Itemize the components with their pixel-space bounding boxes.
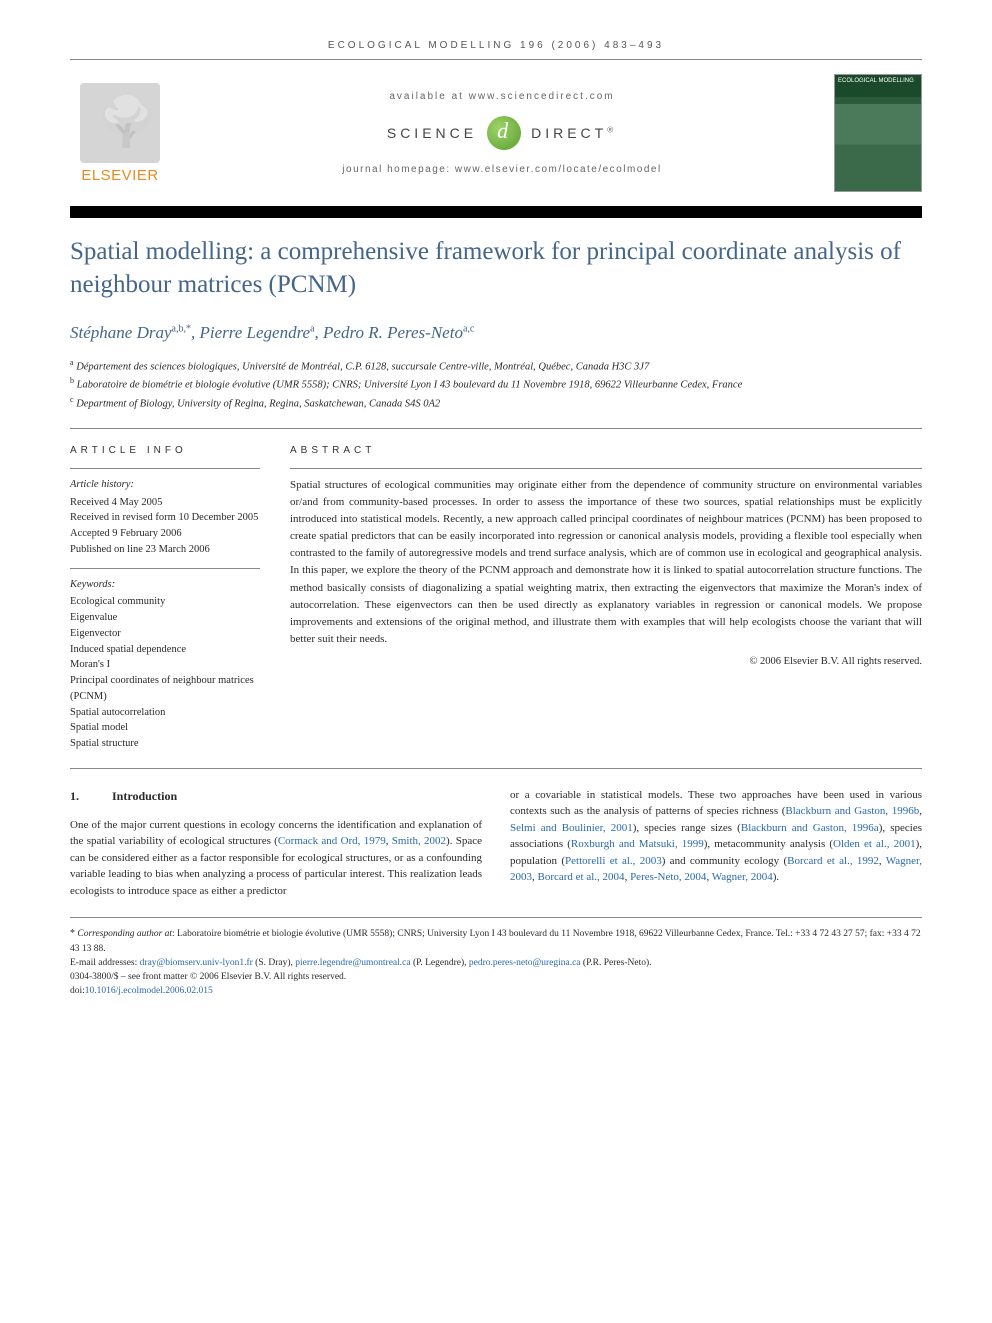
keyword-item: Eigenvalue [70, 610, 260, 626]
issn-copyright: 0304-3800/$ – see front matter © 2006 El… [70, 970, 922, 984]
keyword-item: Eigenvector [70, 626, 260, 642]
info-rule [70, 568, 260, 569]
sciencedirect-logo: SCIENCE DIRECT® [387, 116, 617, 150]
body-columns: 1.Introduction One of the major current … [70, 787, 922, 900]
author-3: Pedro R. Peres-Neto [323, 323, 463, 342]
author-1-affil: a,b,* [172, 323, 191, 334]
sd-text-right: DIRECT® [531, 125, 617, 141]
keyword-item: Induced spatial dependence [70, 642, 260, 658]
journal-cover-thumb: ECOLOGICAL MODELLING [834, 74, 922, 192]
section-1-head: 1.Introduction [70, 787, 482, 805]
abstract-head: ABSTRACT [290, 443, 922, 459]
citation-link[interactable]: Roxburgh and Matsuki, 1999 [571, 838, 704, 850]
abstract-column: ABSTRACT Spatial structures of ecologica… [290, 443, 922, 752]
citation-link[interactable]: Selmi and Boulinier, 2001 [510, 822, 633, 834]
citation-link[interactable]: Blackburn and Gaston, 1996a [741, 822, 879, 834]
body-column-right: or a covariable in statistical models. T… [510, 787, 922, 900]
meta-row: ARTICLE INFO Article history: Received 4… [70, 443, 922, 752]
affiliation-c: c Department of Biology, University of R… [70, 394, 922, 412]
info-rule [70, 468, 260, 469]
keyword-item: Moran's I [70, 657, 260, 673]
header-row: ELSEVIER available at www.sciencedirect.… [70, 74, 922, 192]
article-info-column: ARTICLE INFO Article history: Received 4… [70, 443, 260, 752]
author-2-affil: a [310, 323, 314, 334]
elsevier-wordmark: ELSEVIER [70, 167, 170, 184]
history-head: Article history: [70, 477, 260, 493]
journal-homepage: journal homepage: www.elsevier.com/locat… [190, 164, 814, 175]
email-addresses: E-mail addresses: dray@biomserv.univ-lyo… [70, 956, 922, 970]
abstract-rule [290, 468, 922, 469]
running-head: ECOLOGICAL MODELLING 196 (2006) 483–493 [70, 40, 922, 51]
author-list: Stéphane Draya,b,*, Pierre Legendrea, Pe… [70, 323, 922, 343]
keywords-head: Keywords: [70, 577, 260, 593]
black-separator-bar [70, 206, 922, 218]
citation-link[interactable]: Olden et al., 2001 [833, 838, 916, 850]
meta-rule-top [70, 428, 922, 429]
author-3-affil: a,c [463, 323, 474, 334]
sd-orb-icon [487, 116, 521, 150]
citation-link[interactable]: Blackburn and Gaston, 1996b [785, 805, 919, 817]
citation-link[interactable]: Pettorelli et al., 2003 [565, 855, 662, 867]
citation-link[interactable]: Cormack and Ord, 1979 [278, 835, 386, 847]
sd-text-left: SCIENCE [387, 125, 477, 141]
citation-link[interactable]: Peres-Neto, 2004 [630, 871, 706, 883]
elsevier-logo: ELSEVIER [70, 83, 170, 184]
footnotes: * Corresponding author at: Laboratoire b… [70, 917, 922, 998]
keyword-item: Spatial structure [70, 736, 260, 752]
affiliation-b: b Laboratoire de biométrie et biologie é… [70, 375, 922, 393]
keyword-item: Spatial autocorrelation [70, 705, 260, 721]
citation-link[interactable]: Borcard et al., 1992 [787, 855, 879, 867]
header-center: available at www.sciencedirect.com SCIEN… [170, 91, 834, 175]
history-item: Published on line 23 March 2006 [70, 542, 260, 558]
section-rule [70, 768, 922, 769]
section-1-title: Introduction [112, 789, 177, 803]
article-title: Spatial modelling: a comprehensive frame… [70, 236, 922, 301]
keyword-item: Spatial model [70, 720, 260, 736]
affiliations: a Département des sciences biologiques, … [70, 357, 922, 412]
author-2: Pierre Legendre [199, 323, 310, 342]
corresponding-author-note: * Corresponding author at: Laboratoire b… [70, 926, 922, 956]
email-link[interactable]: pierre.legendre@umontreal.ca [295, 958, 410, 968]
keyword-item: Ecological community [70, 594, 260, 610]
history-item: Received in revised form 10 December 200… [70, 510, 260, 526]
doi-link[interactable]: 10.1016/j.ecolmodel.2006.02.015 [85, 986, 213, 996]
citation-link[interactable]: Smith, 2002 [392, 835, 446, 847]
cover-title: ECOLOGICAL MODELLING [838, 78, 914, 84]
author-1: Stéphane Dray [70, 323, 172, 342]
history-item: Accepted 9 February 2006 [70, 526, 260, 542]
article-info-head: ARTICLE INFO [70, 443, 260, 458]
history-item: Received 4 May 2005 [70, 495, 260, 511]
email-link[interactable]: pedro.peres-neto@uregina.ca [469, 958, 581, 968]
top-rule [70, 59, 922, 60]
elsevier-tree-icon [80, 83, 160, 163]
doi-line: doi:10.1016/j.ecolmodel.2006.02.015 [70, 984, 922, 998]
available-at-text: available at www.sciencedirect.com [190, 91, 814, 102]
body-column-left: 1.Introduction One of the major current … [70, 787, 482, 900]
affiliation-a: a Département des sciences biologiques, … [70, 357, 922, 375]
email-link[interactable]: dray@biomserv.univ-lyon1.fr [140, 958, 253, 968]
intro-para-2: or a covariable in statistical models. T… [510, 787, 922, 886]
citation-link[interactable]: Borcard et al., 2004 [538, 871, 625, 883]
keyword-item: Principal coordinates of neighbour matri… [70, 673, 260, 705]
abstract-text: Spatial structures of ecological communi… [290, 477, 922, 647]
citation-link[interactable]: Wagner, 2004 [712, 871, 773, 883]
section-1-num: 1. [70, 787, 112, 805]
copyright-line: © 2006 Elsevier B.V. All rights reserved… [290, 654, 922, 670]
intro-para-1: One of the major current questions in ec… [70, 817, 482, 900]
